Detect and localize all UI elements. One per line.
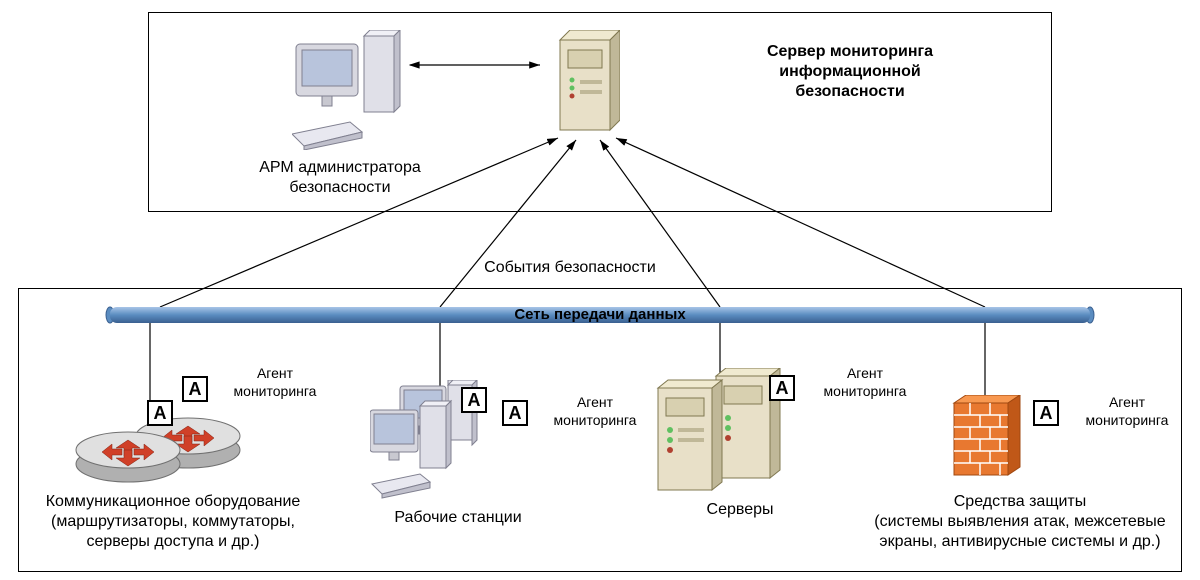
agent-badge-5: A xyxy=(769,375,795,401)
events-label: События безопасности xyxy=(420,258,720,278)
agent-badge-2: A xyxy=(182,376,208,402)
comm-equipment-label: Коммуникационное оборудование(маршрутиза… xyxy=(18,492,328,552)
server-title-label: Сервер мониторингаинформационнойбезопасн… xyxy=(700,42,1000,102)
agent-badge-6: A xyxy=(1033,400,1059,426)
server-icon xyxy=(550,30,620,136)
agent-label-1: Агентмониторинга xyxy=(210,365,340,400)
workstations-label: Рабочие станции xyxy=(358,508,558,528)
network-bar: Сеть передачи данных xyxy=(110,307,1090,323)
workstations-icon xyxy=(370,380,520,500)
agent-badge-1: A xyxy=(147,400,173,426)
agent-badge-4: A xyxy=(502,400,528,426)
servers-label: Серверы xyxy=(670,500,810,520)
admin-label: АРМ администраторабезопасности xyxy=(200,158,480,198)
agent-label-3: Агентмониторинга xyxy=(800,365,930,400)
protection-label: Средства защиты(системы выявления атак, … xyxy=(850,492,1190,552)
agent-label-4: Агентмониторинга xyxy=(1062,394,1192,429)
firewall-icon xyxy=(950,395,1025,480)
agent-badge-3: A xyxy=(461,387,487,413)
network-bar-label: Сеть передачи данных xyxy=(514,306,685,323)
admin-pc-icon xyxy=(292,30,402,150)
agent-label-2: Агентмониторинга xyxy=(530,394,660,429)
